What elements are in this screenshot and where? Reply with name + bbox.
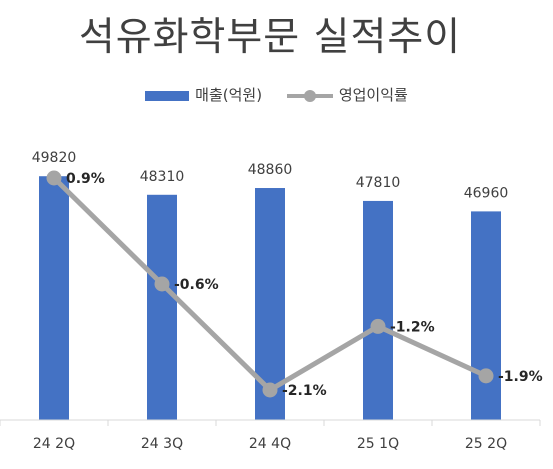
labels-group: 49820 48310 48860 47810 46960 0.9% -0.6% -2.1% -… xyxy=(32,150,543,399)
legend-swatch-bar xyxy=(145,90,190,101)
margin-value-label: -2.1% xyxy=(282,383,327,399)
bar-value-label: 46960 xyxy=(464,185,509,201)
x-tick-label: 24 2Q xyxy=(33,436,75,452)
legend-item-margin: 영업이익률 xyxy=(286,84,408,105)
margin-value-label: -1.2% xyxy=(390,319,435,335)
bar xyxy=(471,211,501,420)
margin-point xyxy=(478,368,494,384)
legend-label-margin: 영업이익률 xyxy=(338,86,408,104)
bar xyxy=(147,194,177,420)
x-tick-label: 25 1Q xyxy=(357,436,399,452)
margin-point xyxy=(262,382,278,398)
margin-point xyxy=(154,276,170,292)
margin-value-label: 0.9% xyxy=(66,171,105,187)
x-tick-label: 24 4Q xyxy=(249,436,291,452)
chart-title: 석유화학부문 실적추이 xyxy=(78,15,462,60)
legend-label-revenue: 매출(억원) xyxy=(195,86,263,104)
margin-value-label: -0.6% xyxy=(174,277,219,293)
bar-value-label: 48860 xyxy=(248,162,293,178)
legend-swatch-line xyxy=(286,89,333,102)
margin-point xyxy=(370,318,386,334)
x-axis: 24 2Q 24 3Q 24 4Q 25 1Q 25 2Q xyxy=(0,419,541,452)
bar-value-label: 48310 xyxy=(140,169,185,185)
bar-value-label: 49820 xyxy=(32,150,77,166)
legend-item-revenue: 매출(억원) xyxy=(145,84,262,105)
legend: 매출(억원) 영업이익률 xyxy=(0,84,553,105)
x-tick-label: 25 2Q xyxy=(465,436,507,452)
margin-point xyxy=(46,170,62,186)
bar xyxy=(363,200,393,420)
margin-line-group xyxy=(46,170,494,398)
bar-value-label: 47810 xyxy=(356,175,401,191)
bar xyxy=(39,176,69,420)
x-tick-label: 24 3Q xyxy=(141,436,183,452)
margin-value-label: -1.9% xyxy=(498,369,543,385)
